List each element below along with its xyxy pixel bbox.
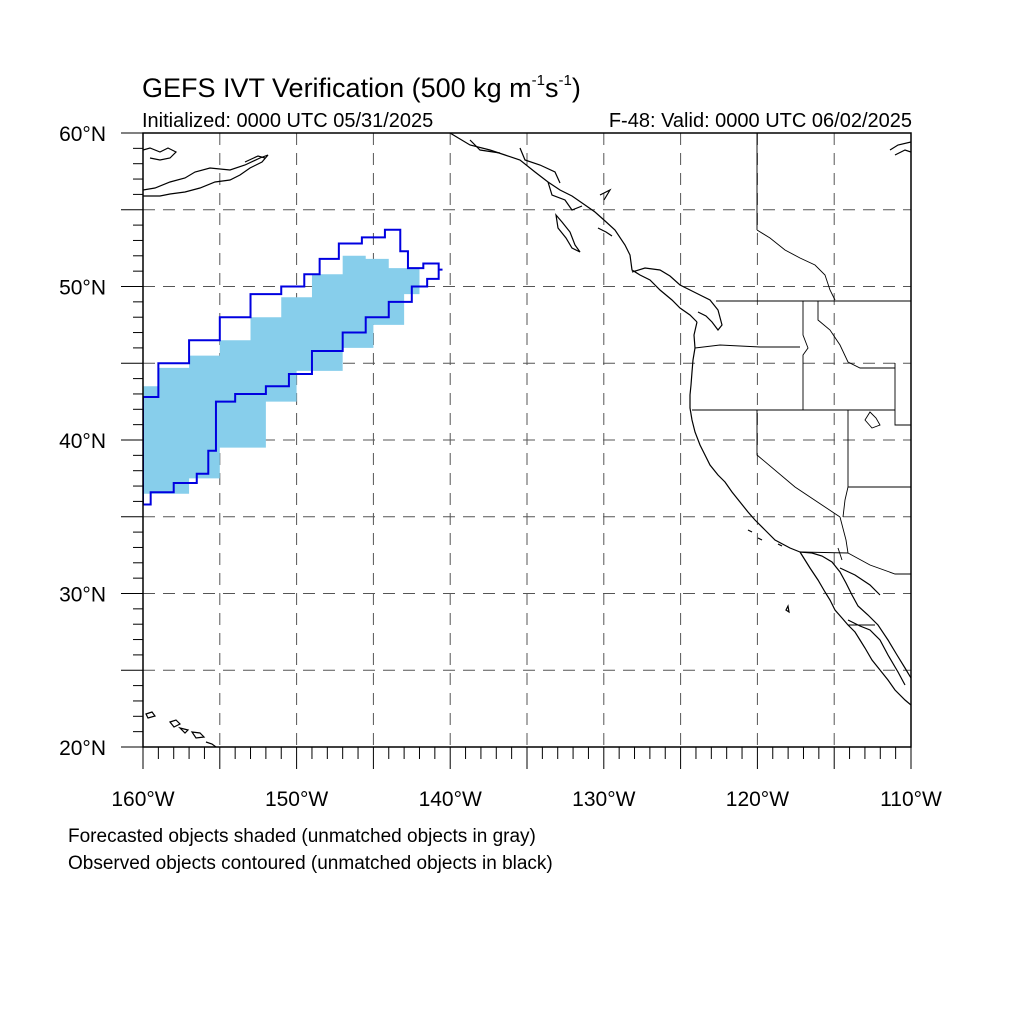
lat-label: 20°N: [59, 737, 106, 760]
lon-label: 160°W: [111, 788, 174, 811]
lon-label: 120°W: [726, 788, 789, 811]
lon-label: 140°W: [419, 788, 482, 811]
lon-label: 130°W: [572, 788, 635, 811]
axis-ticks: [121, 132, 912, 769]
lat-label: 40°N: [59, 430, 106, 453]
forecast-object: [143, 255, 420, 494]
lat-label: 60°N: [59, 123, 106, 146]
forecast-object-shaded: [143, 255, 420, 494]
longitude-labels: 160°W 150°W 140°W 130°W 120°W 110°W: [111, 788, 942, 811]
forecast-note: Forecasted objects shaded (unmatched obj…: [68, 826, 536, 847]
coastlines: [143, 133, 911, 747]
observed-object-contour: [143, 228, 443, 506]
observed-note: Observed objects contoured (unmatched ob…: [68, 853, 553, 874]
plot-frame: [142, 132, 912, 748]
lat-label: 50°N: [59, 277, 106, 300]
valid-time: F-48: Valid: 0000 UTC 06/02/2025: [608, 110, 912, 132]
lat-label: 30°N: [59, 584, 106, 607]
initialized-time: Initialized: 0000 UTC 05/31/2025: [142, 110, 434, 132]
lon-label: 110°W: [880, 788, 942, 811]
map-title: GEFS IVT Verification (500 kg m-1s-1): [142, 72, 581, 103]
graticule-grid: [143, 133, 911, 747]
latitude-labels: 20°N 30°N 40°N 50°N 60°N: [59, 123, 106, 760]
observed-object: [143, 228, 443, 506]
lon-label: 150°W: [265, 788, 328, 811]
political-borders: [692, 133, 911, 626]
